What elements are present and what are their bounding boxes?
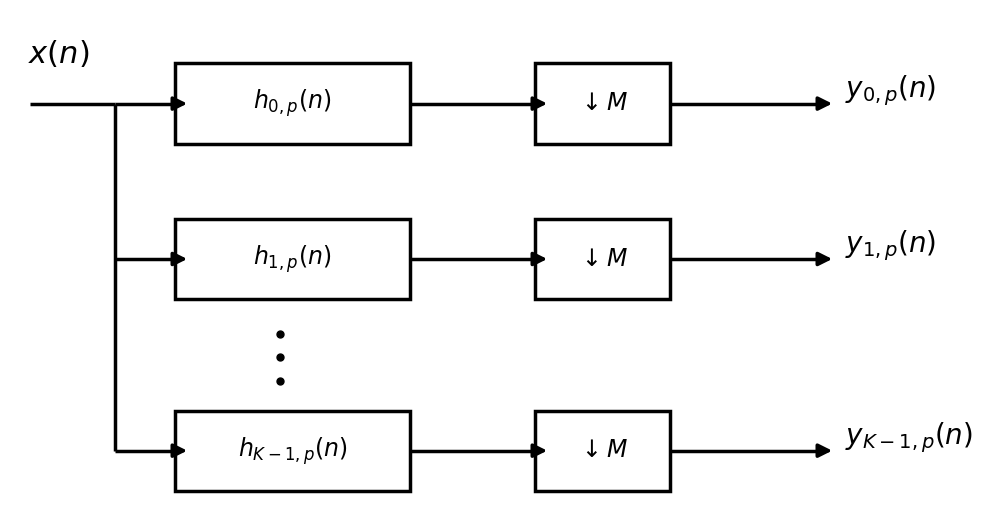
Bar — [535, 219, 670, 299]
Text: $y_{1,p}(n)$: $y_{1,p}(n)$ — [845, 229, 936, 263]
Text: $\downarrow M$: $\downarrow M$ — [577, 248, 628, 270]
Bar — [175, 410, 410, 491]
Text: $\downarrow M$: $\downarrow M$ — [577, 439, 628, 462]
Text: $h_{1,p}(n)$: $h_{1,p}(n)$ — [253, 243, 332, 275]
Text: $x(n)$: $x(n)$ — [28, 39, 89, 70]
Bar — [175, 63, 410, 143]
Bar — [535, 63, 670, 143]
Text: $\downarrow M$: $\downarrow M$ — [577, 92, 628, 115]
Text: $h_{K-1,p}(n)$: $h_{K-1,p}(n)$ — [238, 435, 347, 467]
Bar — [535, 410, 670, 491]
Text: $y_{K-1,p}(n)$: $y_{K-1,p}(n)$ — [845, 421, 973, 455]
Text: $y_{0,p}(n)$: $y_{0,p}(n)$ — [845, 74, 936, 108]
Bar — [175, 219, 410, 299]
Text: $h_{0,p}(n)$: $h_{0,p}(n)$ — [253, 88, 332, 120]
